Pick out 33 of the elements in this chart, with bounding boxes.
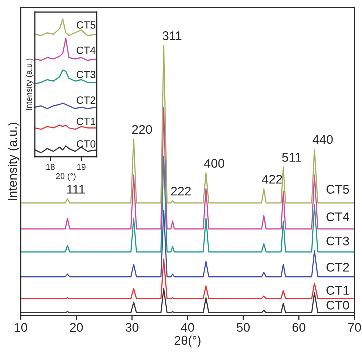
series-label: CT2	[326, 263, 350, 272]
series-label: CT5	[326, 185, 350, 194]
x-tick-label: 10	[15, 323, 28, 332]
annotation: 440	[312, 135, 333, 144]
series-label: CT1	[76, 118, 96, 126]
y-axis-title: Intensity (a.u.)	[26, 58, 34, 110]
annotation: 511	[282, 153, 302, 162]
series-label: CT2	[76, 96, 96, 104]
y-axis-title: Intensity (a.u.)	[8, 123, 20, 200]
annotation: 311	[162, 32, 182, 40]
x-tick-label: 40	[181, 323, 194, 332]
series-label: CT3	[326, 236, 350, 246]
x-axis-title: 2θ(°)	[174, 336, 201, 348]
series-label: CT1	[326, 286, 350, 296]
x-tick-label: 18	[46, 164, 55, 170]
series-label: CT3	[76, 71, 96, 78]
x-tick-label: 70	[348, 323, 362, 332]
annotation: 220	[132, 125, 152, 134]
series-label: CT0	[326, 300, 350, 310]
annotation: 422	[262, 175, 282, 184]
annotation: 400	[204, 159, 225, 168]
series-label: CT4	[326, 212, 350, 222]
annotation: 111	[68, 185, 85, 194]
series-label: CT5	[76, 22, 96, 29]
x-tick-label: 60	[292, 323, 306, 332]
x-tick-label: 30	[126, 323, 139, 332]
x-axis-title: 2θ (°)	[56, 173, 76, 181]
x-tick-label: 50	[237, 323, 250, 332]
series-label: CT0	[76, 140, 96, 148]
series-label: CT4	[76, 46, 96, 54]
x-tick-label: 20	[70, 323, 84, 332]
x-tick-label: 19	[78, 164, 86, 170]
annotation: 222	[171, 186, 191, 196]
